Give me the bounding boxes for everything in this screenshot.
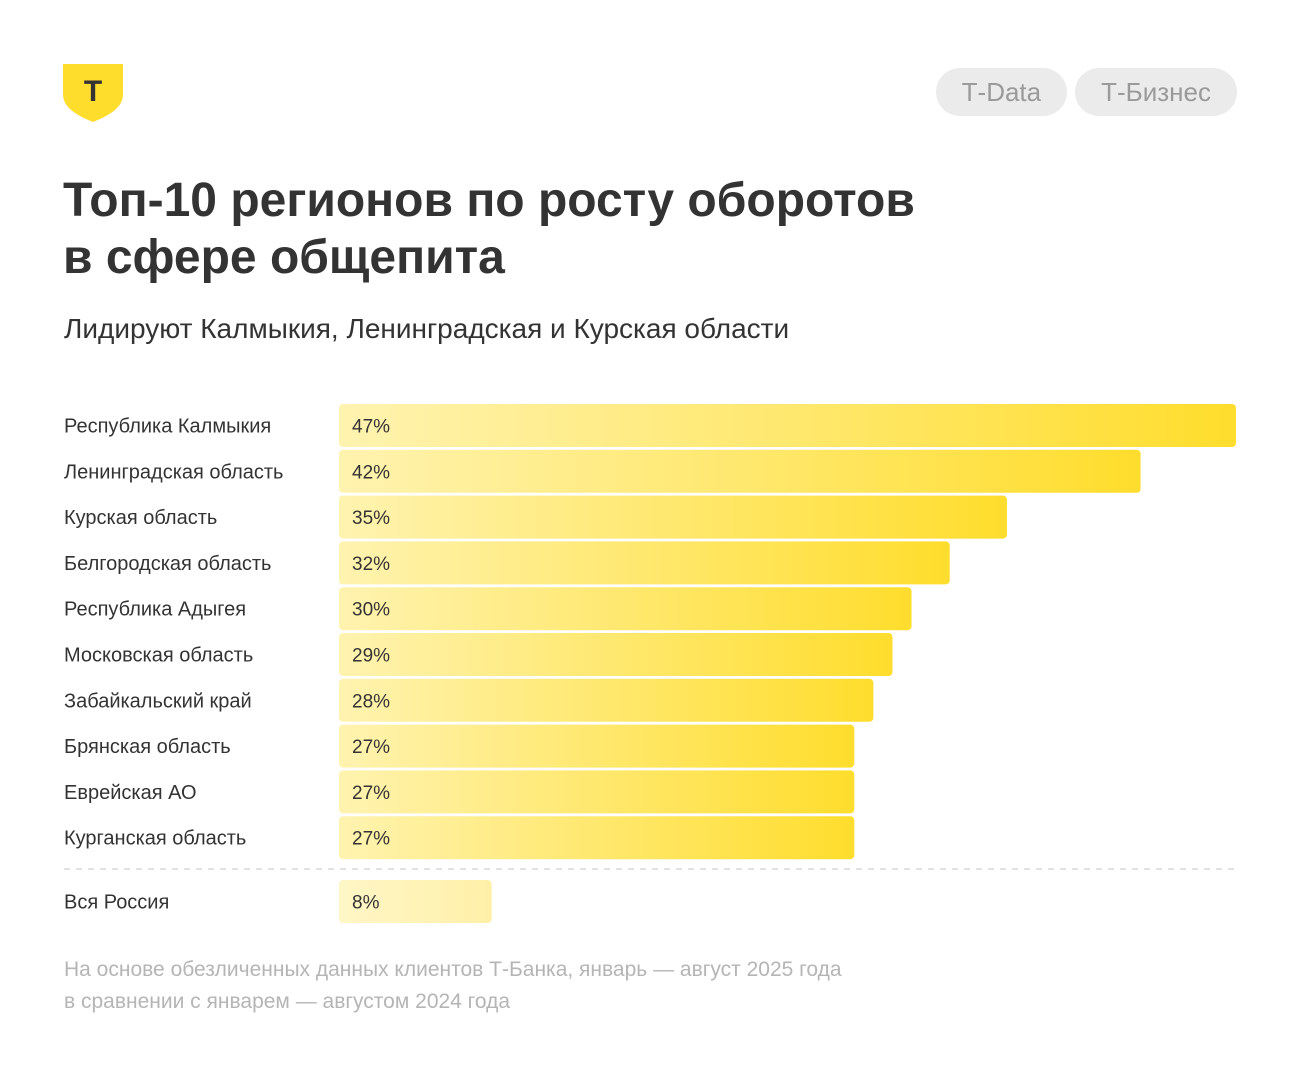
category-label-1: Ленинградская область bbox=[64, 461, 283, 483]
bar-8 bbox=[339, 770, 855, 814]
tag-group: Т-Data Т-Бизнес bbox=[935, 68, 1237, 116]
reference-category-label: Вся Россия bbox=[64, 892, 169, 914]
category-label-9: Курганская область bbox=[64, 828, 246, 850]
bar-3 bbox=[339, 541, 950, 585]
bar-0 bbox=[339, 404, 1236, 447]
bar-7 bbox=[339, 724, 855, 768]
value-label-9: 27% bbox=[352, 829, 390, 850]
value-label-8: 27% bbox=[352, 783, 390, 804]
value-label-5: 29% bbox=[352, 646, 390, 667]
value-label-0: 47% bbox=[352, 417, 390, 438]
page-title: Топ-10 регионов по росту оборотов в сфер… bbox=[63, 172, 1063, 286]
category-label-6: Забайкальский край bbox=[64, 690, 252, 712]
bar-6 bbox=[339, 678, 874, 722]
value-label-3: 32% bbox=[352, 554, 390, 575]
value-label-6: 28% bbox=[352, 691, 390, 712]
t-bank-shield-icon: Т bbox=[63, 64, 123, 122]
value-label-7: 27% bbox=[352, 737, 390, 758]
bar-5 bbox=[339, 633, 893, 676]
reference-value-label: 8% bbox=[352, 893, 380, 914]
title-line-1: Топ-10 регионов по росту оборотов bbox=[63, 174, 915, 227]
reference-bar bbox=[339, 880, 492, 923]
tag-t-data[interactable]: Т-Data bbox=[935, 68, 1068, 116]
category-label-3: Белгородская область bbox=[64, 553, 271, 575]
value-label-2: 35% bbox=[352, 508, 390, 529]
category-label-5: Московская область bbox=[64, 645, 253, 667]
bar-2 bbox=[339, 495, 1007, 539]
category-label-7: Брянская область bbox=[64, 736, 231, 758]
bar-4 bbox=[339, 587, 912, 631]
footnote-line-1: На основе обезличенных данных клиентов Т… bbox=[64, 958, 842, 981]
footnote-line-2: в сравнении с январем — августом 2024 го… bbox=[64, 990, 511, 1013]
bar-1 bbox=[339, 449, 1141, 493]
title-line-2: в сфере общепита bbox=[63, 231, 505, 284]
category-label-2: Курская область bbox=[64, 507, 217, 529]
subtitle: Лидируют Калмыкия, Ленинградская и Курск… bbox=[64, 313, 790, 344]
value-label-4: 30% bbox=[352, 600, 390, 621]
t-bank-logo: Т bbox=[63, 64, 123, 122]
tag-t-business[interactable]: Т-Бизнес bbox=[1075, 68, 1237, 116]
footnote: На основе обезличенных данных клиентов Т… bbox=[64, 954, 964, 1018]
category-label-4: Республика Адыгея bbox=[64, 599, 246, 621]
category-label-0: Республика Калмыкия bbox=[64, 416, 271, 438]
value-label-1: 42% bbox=[352, 462, 390, 483]
logo-letter: Т bbox=[84, 75, 102, 108]
bar-9 bbox=[339, 816, 855, 860]
category-label-8: Еврейская АО bbox=[64, 782, 197, 804]
